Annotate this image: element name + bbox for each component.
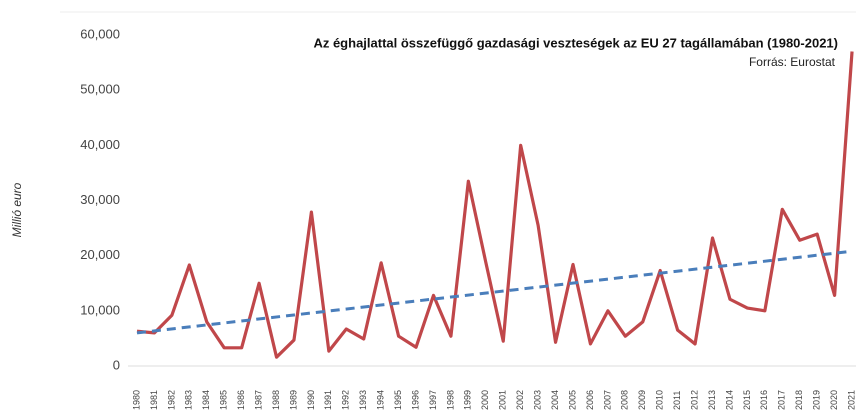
x-tick-label: 2005: [567, 390, 577, 410]
x-tick-label: 1982: [166, 390, 176, 410]
x-tick-label: 2016: [759, 390, 769, 410]
x-tick-label: 2015: [742, 390, 752, 410]
chart-subtitle: Forrás: Eurostat: [749, 55, 836, 69]
x-tick-label: 1985: [219, 390, 229, 410]
x-tick-label: 2014: [724, 390, 734, 410]
x-tick-label: 1987: [253, 390, 263, 410]
x-tick-label: 2002: [515, 390, 525, 410]
chart-title: Az éghajlattal összefüggő gazdasági vesz…: [313, 35, 838, 50]
x-tick-label: 2021: [846, 390, 856, 410]
x-tick-label: 2019: [812, 390, 822, 410]
x-tick-label: 2012: [689, 390, 699, 410]
x-tick-label: 1993: [358, 390, 368, 410]
x-tick-label: 1994: [376, 390, 386, 410]
y-tick-label: 30,000: [80, 192, 120, 207]
y-tick-label: 10,000: [80, 302, 120, 317]
y-tick-label: 40,000: [80, 137, 120, 152]
x-tick-label: 2020: [829, 390, 839, 410]
x-tick-label: 2009: [637, 390, 647, 410]
x-tick-label: 1995: [393, 390, 403, 410]
x-tick-label: 2018: [794, 390, 804, 410]
x-tick-label: 2001: [498, 390, 508, 410]
x-tick-label: 1984: [201, 390, 211, 410]
x-tick-label: 1999: [463, 390, 473, 410]
x-tick-label: 1988: [271, 390, 281, 410]
x-tick-label: 1983: [184, 390, 194, 410]
x-tick-label: 1986: [236, 390, 246, 410]
y-axis-label: Millió euro: [10, 182, 24, 237]
x-tick-label: 1981: [149, 390, 159, 410]
x-tick-label: 1991: [323, 390, 333, 410]
y-tick-label: 60,000: [80, 26, 120, 41]
x-tick-label: 1997: [428, 390, 438, 410]
x-tick-label: 1992: [341, 390, 351, 410]
x-tick-label: 2011: [672, 391, 682, 410]
data-line: [136, 51, 854, 359]
x-tick-label: 2013: [707, 390, 717, 410]
x-tick-label: 2004: [550, 390, 560, 410]
x-tick-label: 2003: [532, 390, 542, 410]
y-tick-label: 50,000: [80, 82, 120, 97]
x-tick-label: 2006: [585, 390, 595, 410]
x-tick-label: 2000: [480, 390, 490, 410]
x-tick-label: 1990: [306, 390, 316, 410]
x-tick-label: 1980: [131, 390, 141, 410]
x-tick-label: 1996: [410, 390, 420, 410]
x-tick-label: 1989: [288, 390, 298, 410]
x-tick-label: 2017: [777, 390, 787, 410]
y-tick-label: 0: [113, 357, 120, 372]
y-tick-label: 20,000: [80, 247, 120, 262]
x-tick-label: 2008: [620, 390, 630, 410]
x-tick-label: 2007: [602, 390, 612, 410]
x-tick-label: 2010: [655, 390, 665, 410]
x-tick-label: 1998: [445, 390, 455, 410]
